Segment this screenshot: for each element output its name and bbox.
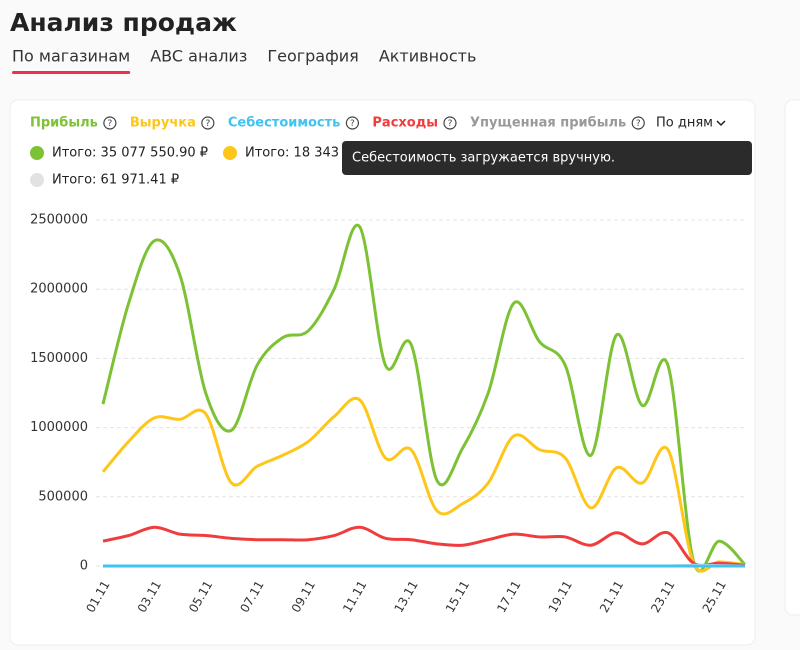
help-icon	[631, 116, 645, 130]
period-select[interactable]: По дням	[656, 116, 713, 131]
series-line	[102, 525, 746, 567]
legend-name[interactable]: Упущенная прибыль	[470, 116, 626, 131]
y-tick-label: 2000000	[30, 282, 88, 297]
legend-dot	[223, 146, 237, 160]
tooltip	[342, 141, 752, 175]
y-tick-label: 500000	[38, 489, 88, 504]
y-tick-label: 2500000	[30, 213, 88, 228]
tooltip-text: Себестоимость загружается вручную.	[352, 151, 615, 166]
chevron	[716, 120, 726, 127]
help-icon	[201, 116, 215, 130]
side-card	[784, 99, 800, 616]
legend-total: Итого: 61 971.41 ₽	[52, 173, 179, 188]
help-icon	[443, 116, 457, 130]
tabs: По магазинам ABC анализ География Активност…	[12, 47, 477, 74]
legend-name[interactable]: Выручка	[130, 116, 196, 131]
help-icon-mark: ?	[636, 119, 641, 129]
tab[interactable]: По магазинам	[12, 47, 130, 66]
help-icon-mark: ?	[205, 119, 210, 129]
help-icon-mark: ?	[448, 119, 453, 129]
legend-dot	[30, 173, 44, 187]
help-icon	[345, 116, 360, 130]
y-tick-label: 0	[80, 559, 88, 574]
legend-name[interactable]: Себестоимость	[228, 116, 341, 131]
tab[interactable]: Активность	[379, 47, 477, 66]
help-icon	[103, 116, 117, 130]
series-line	[101, 396, 746, 573]
tab[interactable]: География	[267, 47, 358, 66]
legend-name[interactable]: Прибыль	[30, 116, 98, 131]
y-tick-label: 1000000	[30, 420, 88, 435]
page-title: Анализ продаж	[10, 8, 237, 37]
series-line	[101, 223, 747, 573]
chart-card	[9, 99, 756, 646]
tab[interactable]: ABC анализ	[150, 47, 247, 66]
legend-name[interactable]: Расходы	[372, 116, 438, 131]
tab-underline	[12, 71, 131, 74]
legend-dot	[30, 146, 44, 160]
y-tick-label: 1500000	[30, 351, 88, 366]
help-icon-mark: ?	[350, 119, 355, 129]
help-icon-mark: ?	[107, 119, 112, 129]
legend-total: Итого: 35 077 550.90 ₽	[52, 146, 208, 161]
